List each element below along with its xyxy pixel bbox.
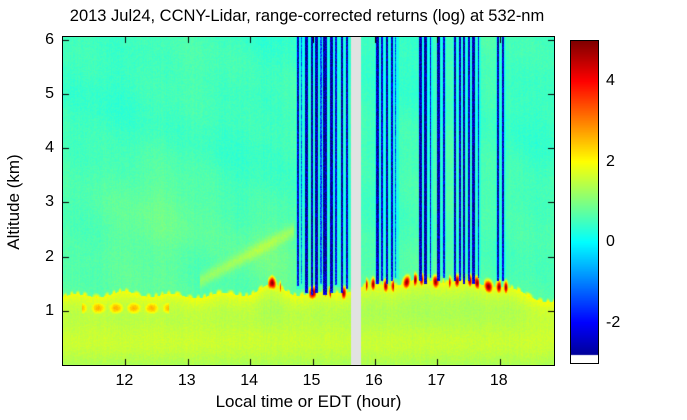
x-tick-label: 15 bbox=[302, 372, 321, 389]
colorbar-tick-label: 2 bbox=[606, 152, 615, 170]
colorbar-tick-label: 4 bbox=[606, 72, 615, 90]
x-tick-label: 12 bbox=[115, 372, 134, 389]
y-tick-label: 3 bbox=[45, 193, 54, 211]
y-tick-label: 5 bbox=[45, 84, 54, 102]
heatmap-canvas bbox=[63, 37, 554, 365]
colorbar-tick-label: -2 bbox=[606, 313, 621, 331]
y-tick-label: 6 bbox=[45, 30, 54, 48]
x-tick-label: 13 bbox=[177, 372, 196, 389]
y-tick-label: 2 bbox=[45, 247, 54, 265]
y-tick-label: 4 bbox=[45, 139, 54, 157]
chart-title: 2013 Jul24, CCNY-Lidar, range-corrected … bbox=[69, 7, 545, 25]
y-tick-label: 1 bbox=[45, 301, 54, 319]
x-tick-label: 16 bbox=[365, 372, 383, 389]
x-tick-label: 14 bbox=[240, 372, 259, 389]
colorbar bbox=[570, 40, 599, 364]
plot-area bbox=[62, 36, 555, 366]
x-axis-label: Local time or EDT (hour) bbox=[215, 392, 402, 411]
x-tick-label: 17 bbox=[427, 372, 446, 389]
x-tick-label: 18 bbox=[489, 372, 508, 389]
colorbar-canvas bbox=[571, 41, 598, 363]
colorbar-tick-label: 0 bbox=[606, 233, 615, 251]
